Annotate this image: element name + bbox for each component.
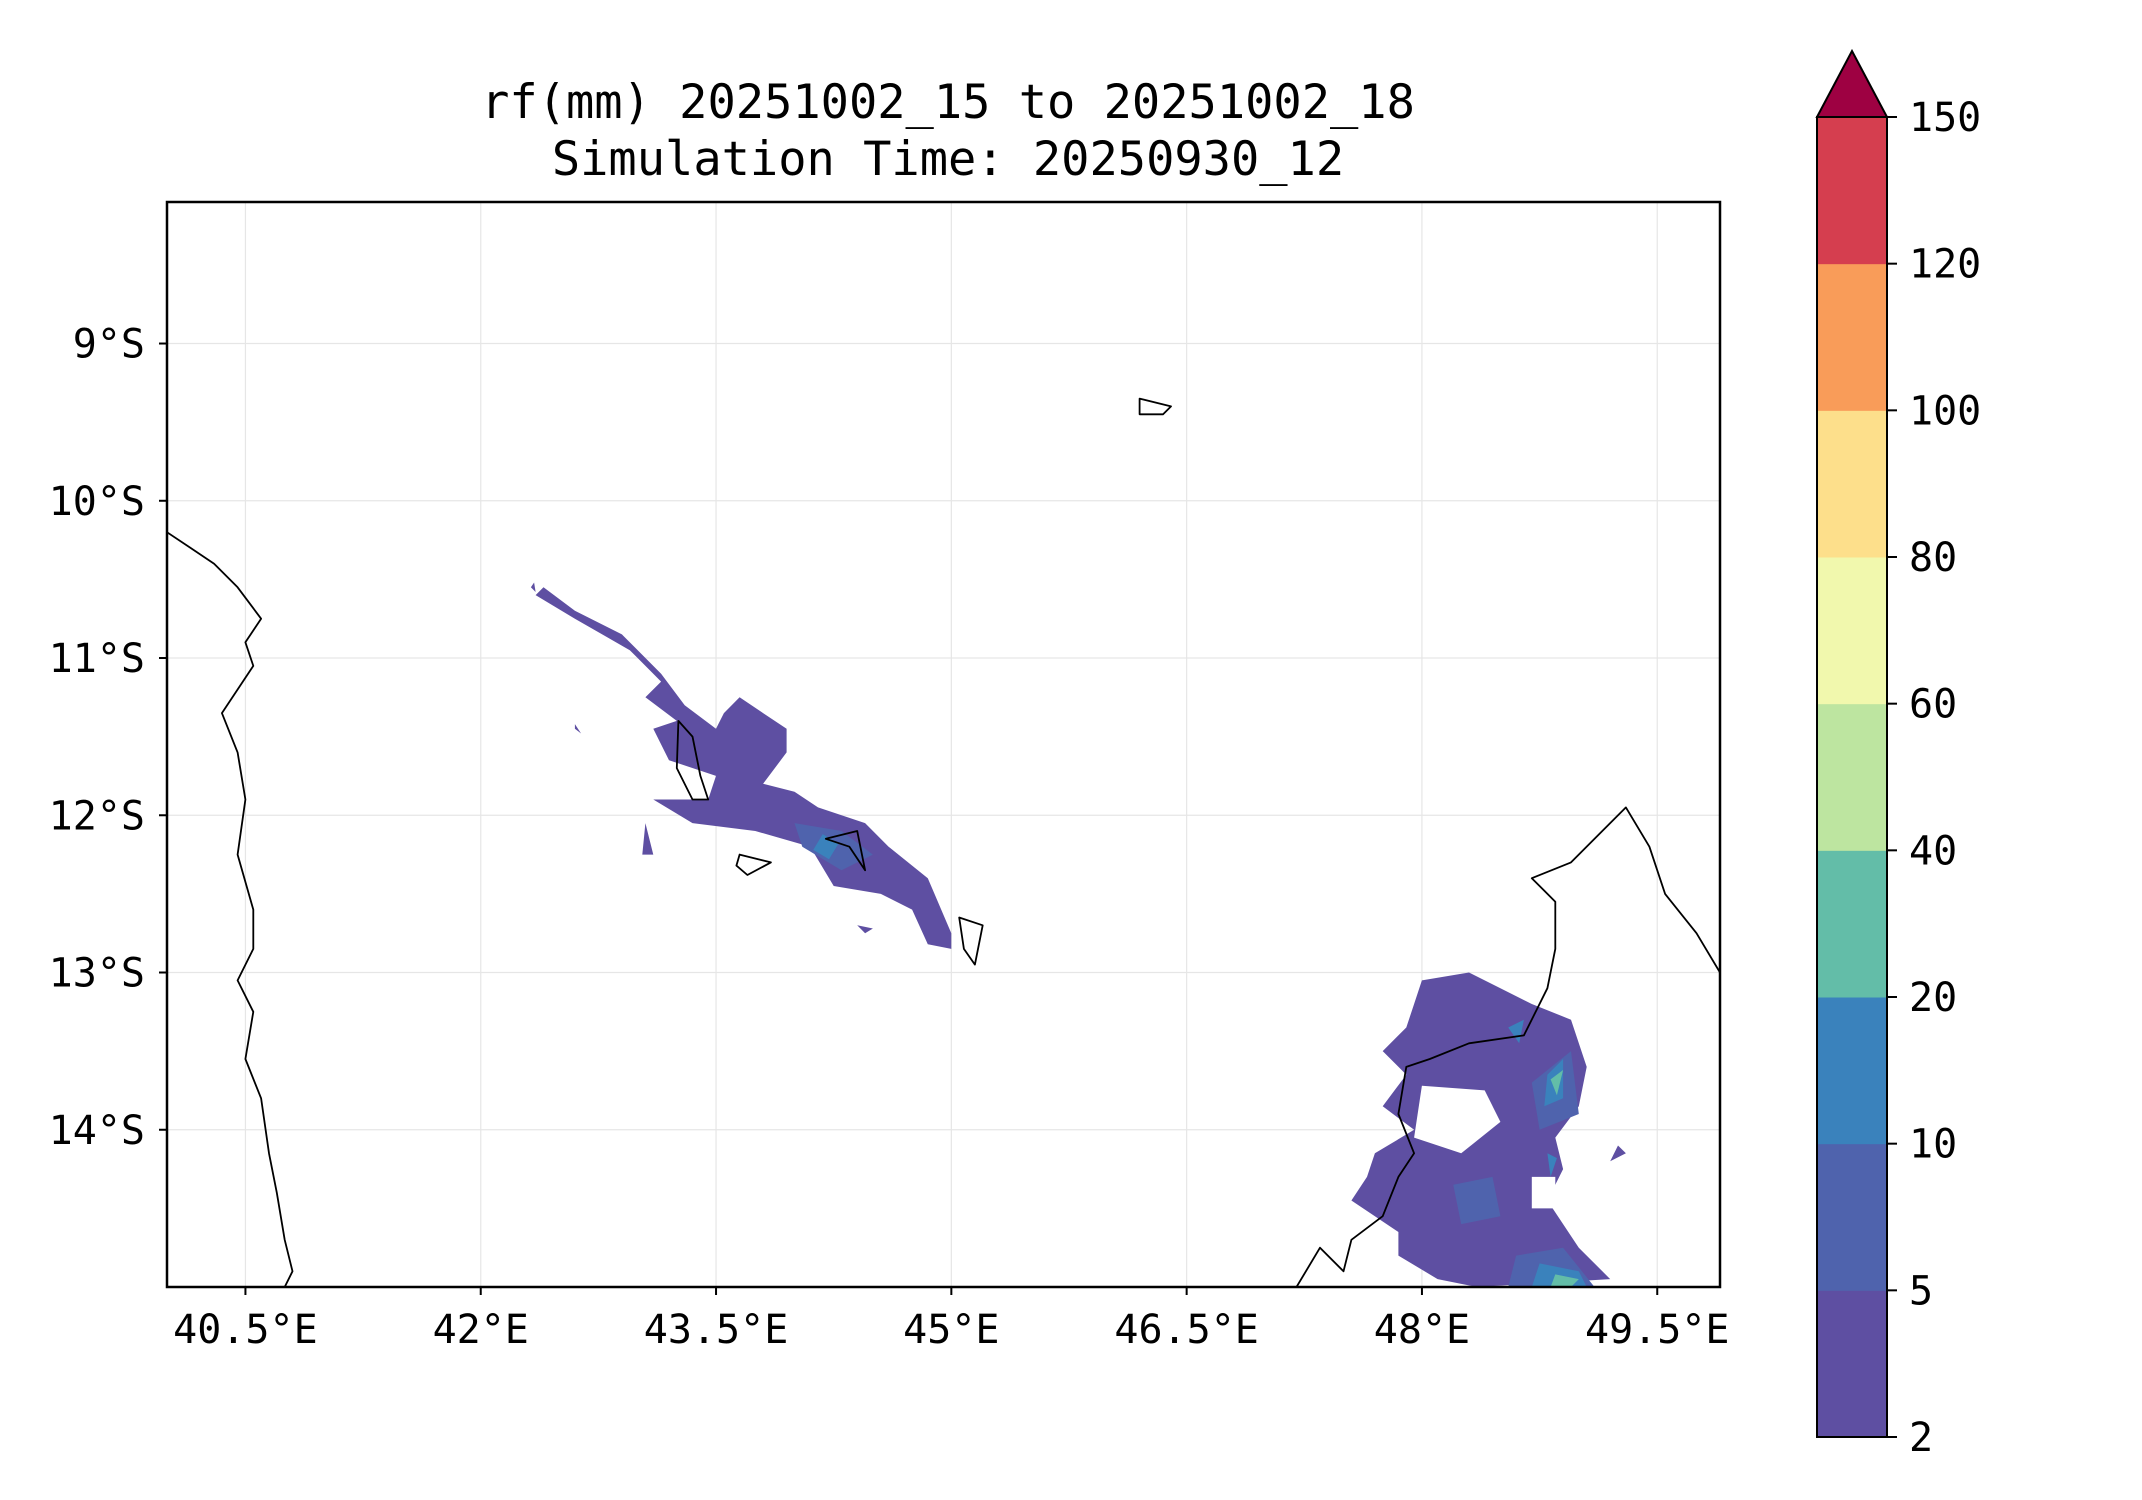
rain-area-1 [530,582,536,592]
colorbar-tick-label-4: 40 [1909,828,1957,874]
rain-area-14 [1547,1153,1557,1177]
rainfall-contours [530,582,1626,1287]
rain-area-9 [1453,1176,1501,1225]
coastlines [167,397,1720,1287]
y-axis-ticks: 9°S 10°S 11°S 12°S 13°S 14°S [49,322,167,1154]
colorbar-segment-1 [1817,1143,1887,1291]
map-frame [165,200,1722,1289]
y-tick-label-5: 14°S [49,1108,145,1154]
rain-area-4 [857,925,873,934]
colorbar-segment-8 [1817,117,1887,265]
coastline-grande-comore [675,720,710,801]
y-tick-label-0: 9°S [73,322,145,368]
map-plot-area: 40.5°E 42°E 43.5°E 45°E 46.5°E 48°E 49.5°E 9°S… [49,200,1730,1353]
colorbar-tick-label-6: 80 [1909,535,1957,581]
x-tick-label-0: 40.5°E [173,1307,318,1353]
coastline-madagascar [1295,806,1720,1287]
colorbar-tick-label-1: 5 [1909,1268,1933,1314]
colorbar-segment-6 [1817,410,1887,558]
coastline-moheli [735,853,772,876]
x-tick-label-5: 48°E [1374,1307,1470,1353]
colorbar-tick-label-9: 150 [1909,95,1981,141]
rain-area-12 [1508,1019,1524,1044]
colorbar-tick-label-3: 20 [1909,975,1957,1021]
x-axis-ticks: 40.5°E 42°E 43.5°E 45°E 46.5°E 48°E 49.5°E [173,1287,1730,1353]
y-tick-label-2: 11°S [49,636,145,682]
chart-title: rf(mm) 20251002_15 to 20251002_18 [481,75,1415,130]
colorbar: 2 5 10 20 40 60 80 100 120 150 [1815,48,1981,1461]
coastline-anjouan [824,830,866,872]
colorbar-segment-2 [1817,997,1887,1145]
y-tick-label-3: 12°S [49,793,145,839]
x-tick-label-2: 43.5°E [644,1307,789,1353]
colorbar-extend-arrow [1815,48,1889,118]
rain-area-6 [1610,1145,1626,1162]
colorbar-tick-label-7: 100 [1909,388,1981,434]
x-tick-label-3: 45°E [903,1307,999,1353]
colorbar-segment-7 [1817,263,1887,411]
dry-hole-0 [1531,1176,1556,1209]
colorbar-segment-4 [1817,703,1887,851]
y-tick-label-1: 10°S [49,479,145,525]
coastline-mayotte [958,916,984,966]
x-tick-label-4: 46.5°E [1114,1307,1259,1353]
rain-area-3 [642,823,654,855]
coastline-aldabra [1138,397,1172,416]
colorbar-tick-label-2: 10 [1909,1122,1957,1168]
rain-area-17 [1550,1274,1579,1287]
coastline-africa [167,531,294,1287]
colorbar-segment-5 [1817,557,1887,705]
chart-subtitle: Simulation Time: 20250930_12 [552,132,1344,187]
y-tick-label-4: 13°S [49,951,145,997]
x-tick-label-6: 49.5°E [1585,1307,1730,1353]
dry-hole-1 [1414,1085,1501,1154]
rain-area-2 [574,724,582,734]
x-tick-label-1: 42°E [433,1307,529,1353]
colorbar-segment-0 [1817,1290,1887,1438]
rain-area-16 [1550,1070,1564,1096]
colorbar-tick-label-0: 2 [1909,1415,1933,1461]
colorbar-segment-3 [1817,850,1887,998]
colorbar-tick-label-5: 60 [1909,682,1957,728]
colorbar-tick-label-8: 120 [1909,242,1981,288]
colorbar-frame [1816,116,1888,1438]
